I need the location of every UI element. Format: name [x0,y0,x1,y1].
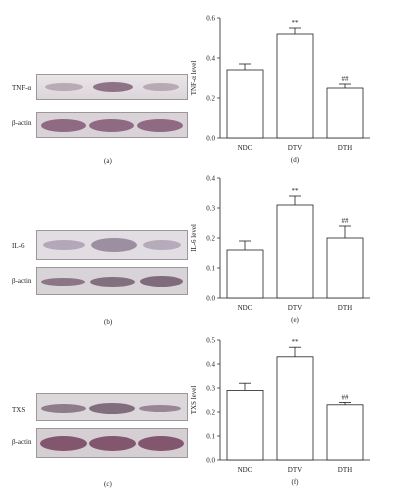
blot-a-loading-strip [36,112,188,138]
bar [226,389,264,461]
blot-b-loading-label: β-actin [12,277,32,285]
blot-c-loading-label: β-actin [12,438,32,446]
x-tick-label: DTV [288,144,302,152]
blot-band [41,278,85,286]
y-tick-label: 0.5 [206,336,215,344]
bar [276,204,314,299]
y-tick-label: 0.0 [206,134,215,142]
blot-band [89,403,135,414]
y-tick-label: 0.4 [206,360,215,368]
chart-panel-label: (d) [291,156,300,164]
y-tick-label: 0.2 [206,408,215,416]
y-tick-label: 0.0 [206,456,215,464]
y-axis-label: TXS level [190,386,198,415]
y-tick-label: 0.1 [206,264,215,272]
y-tick-label: 0.2 [206,94,215,102]
blot-band [143,83,179,91]
significance-marker: ** [292,187,300,195]
y-tick-label: 0.1 [206,432,215,440]
significance-marker: ** [292,19,300,27]
significance-marker: ## [342,393,350,401]
significance-marker: ## [342,217,350,225]
blot-band [140,276,183,287]
panel-label-a: (a) [104,157,112,165]
y-axis-label: TNF-α level [190,61,198,96]
y-tick-label: 0.3 [206,384,215,392]
bar [326,237,364,299]
x-tick-label: NDC [238,466,253,474]
panel-label-c: (c) [104,480,112,488]
bar [226,69,264,139]
blot-band [89,436,136,451]
blot-c-loading-strip [36,428,188,458]
x-tick-label: DTV [288,466,302,474]
bar [226,249,264,299]
blot-band [139,405,181,412]
y-tick-label: 0.0 [206,294,215,302]
y-tick-label: 0.6 [206,14,215,22]
blot-band [138,436,184,451]
blot-band [43,240,85,250]
bar [326,87,364,139]
chart-panel-label: (f) [292,478,300,486]
blot-c-target-strip [36,393,188,421]
blot-band [41,404,86,413]
x-tick-label: DTV [288,304,302,312]
blot-band [90,277,135,287]
panel-label-b: (b) [104,318,113,326]
blot-band [45,83,83,91]
blot-a-target-label: TNF-α [12,84,32,92]
blot-band [40,436,87,451]
y-tick-label: 0.3 [206,204,215,212]
bar [326,404,364,461]
blot-c-target-label: TXS [12,406,26,414]
significance-marker: ** [292,338,300,346]
x-tick-label: DTH [338,304,352,312]
y-tick-label: 0.4 [206,174,215,182]
blot-band [41,119,86,132]
x-tick-label: DTH [338,144,352,152]
blot-a-loading-label: β-actin [12,119,32,127]
blot-b-target-strip [36,230,188,260]
x-tick-label: NDC [238,144,253,152]
y-tick-label: 0.4 [206,54,215,62]
y-axis-label: IL-6 level [190,224,198,252]
blot-b-target-label: IL-6 [12,242,25,250]
x-tick-label: NDC [238,304,253,312]
chart-panel-label: (e) [291,316,299,324]
blot-band [93,82,133,92]
blot-band [143,240,181,250]
bar [276,33,314,139]
significance-marker: ## [342,75,350,83]
bar [276,356,314,461]
x-tick-label: DTH [338,466,352,474]
blot-band [91,238,137,252]
blot-band [137,119,183,132]
blot-b-loading-strip [36,267,188,295]
y-tick-label: 0.2 [206,234,215,242]
blot-band [89,119,134,132]
blot-a-target-strip [36,74,188,100]
